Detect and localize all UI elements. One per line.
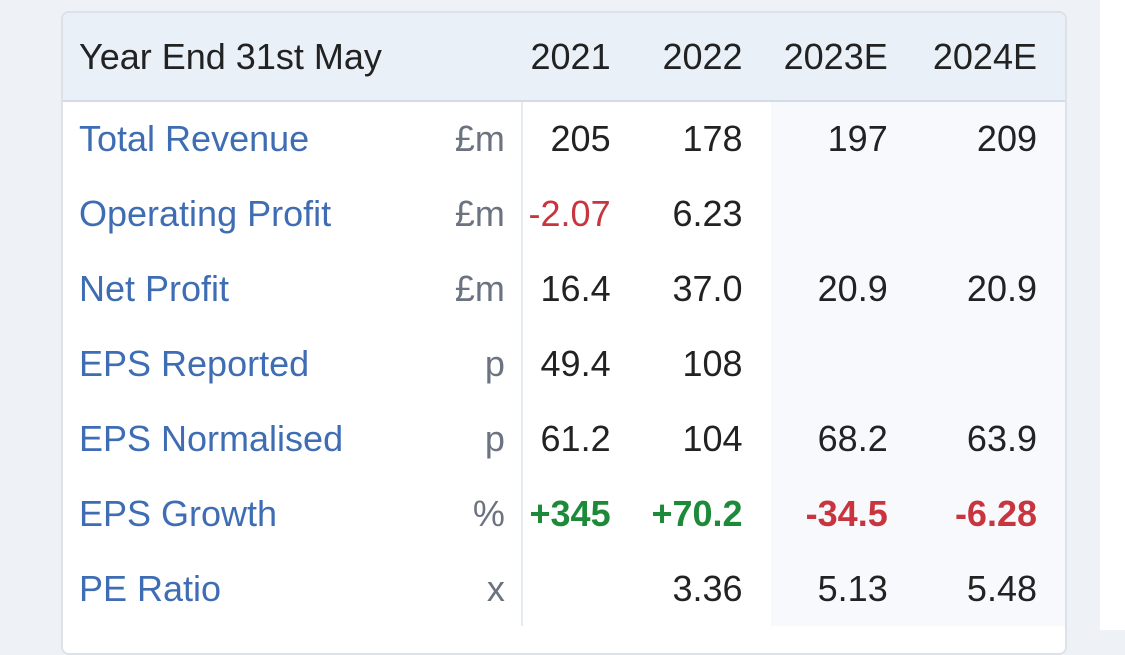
row-label-total-revenue[interactable]: Total Revenue — [79, 118, 310, 159]
row-unit: p — [418, 326, 523, 401]
cell-value: 37.0 — [672, 267, 743, 309]
right-edge-panel — [1100, 0, 1125, 630]
row-unit: £m — [418, 176, 523, 251]
cell-value: 63.9 — [915, 401, 1065, 476]
cell-value: 6.23 — [672, 192, 743, 234]
row-label-net-profit[interactable]: Net Profit — [79, 267, 230, 309]
table-row: Net Profit £m 16.4 37.0 20.9 20.9 — [63, 251, 1065, 326]
row-unit: £m — [418, 101, 523, 176]
table-header-row: Year End 31st May 2021 2022 2023E 2024E — [63, 13, 1065, 102]
cell-value: -34.5 — [770, 476, 916, 551]
year-header-2024e: 2024E — [915, 13, 1065, 102]
cell-value: -2.07 — [528, 192, 611, 234]
cell-value: 16.4 — [540, 267, 611, 309]
cell-value — [522, 551, 639, 626]
financials-table: Year End 31st May 2021 2022 2023E 2024E … — [63, 13, 1065, 626]
cell-value: 68.2 — [770, 401, 916, 476]
cell-value — [915, 176, 1065, 251]
cell-value: -6.28 — [915, 476, 1065, 551]
cell-value: 20.9 — [915, 251, 1065, 326]
year-end-header: Year End 31st May — [63, 13, 522, 102]
table-row: Total Revenue £m 205 178 197 209 — [63, 101, 1065, 176]
cell-value: 104 — [682, 417, 743, 459]
row-label-eps-growth[interactable]: EPS Growth — [79, 492, 278, 534]
row-unit: p — [418, 401, 523, 476]
table-row: EPS Normalised p 61.2 104 68.2 63.9 — [63, 401, 1065, 476]
cell-value — [770, 176, 916, 251]
cell-value — [770, 326, 916, 401]
year-header-2021: 2021 — [521, 13, 639, 102]
cell-value: 3.36 — [672, 567, 743, 609]
row-unit: % — [418, 476, 523, 551]
cell-value: 61.2 — [540, 417, 611, 459]
cell-value: +345 — [529, 492, 611, 534]
cell-value: 108 — [682, 342, 743, 384]
table-row: PE Ratio x 3.36 5.13 5.48 — [63, 551, 1065, 626]
cell-value: +70.2 — [651, 492, 743, 534]
year-header-2023e: 2023E — [770, 13, 916, 102]
cell-value — [915, 326, 1065, 401]
cell-value: 205 — [550, 118, 611, 159]
row-label-pe-ratio[interactable]: PE Ratio — [79, 567, 222, 609]
financials-card: Year End 31st May 2021 2022 2023E 2024E … — [61, 11, 1067, 655]
cell-value: 5.13 — [770, 551, 916, 626]
cell-value: 49.4 — [540, 342, 611, 384]
table-row: EPS Reported p 49.4 108 — [63, 326, 1065, 401]
row-unit: £m — [418, 251, 523, 326]
table-row: EPS Growth % +345 +70.2 -34.5 -6.28 — [63, 476, 1065, 551]
cell-value: 20.9 — [770, 251, 916, 326]
year-header-2022: 2022 — [638, 13, 771, 102]
cell-value: 178 — [682, 118, 743, 159]
row-label-eps-normalised[interactable]: EPS Normalised — [79, 417, 344, 459]
row-label-operating-profit[interactable]: Operating Profit — [79, 192, 332, 234]
cell-value: 209 — [915, 101, 1065, 176]
row-unit: x — [418, 551, 523, 626]
cell-value: 197 — [770, 101, 916, 176]
cell-value: 5.48 — [915, 551, 1065, 626]
table-row: Operating Profit £m -2.07 6.23 — [63, 176, 1065, 251]
row-label-eps-reported[interactable]: EPS Reported — [79, 342, 310, 384]
